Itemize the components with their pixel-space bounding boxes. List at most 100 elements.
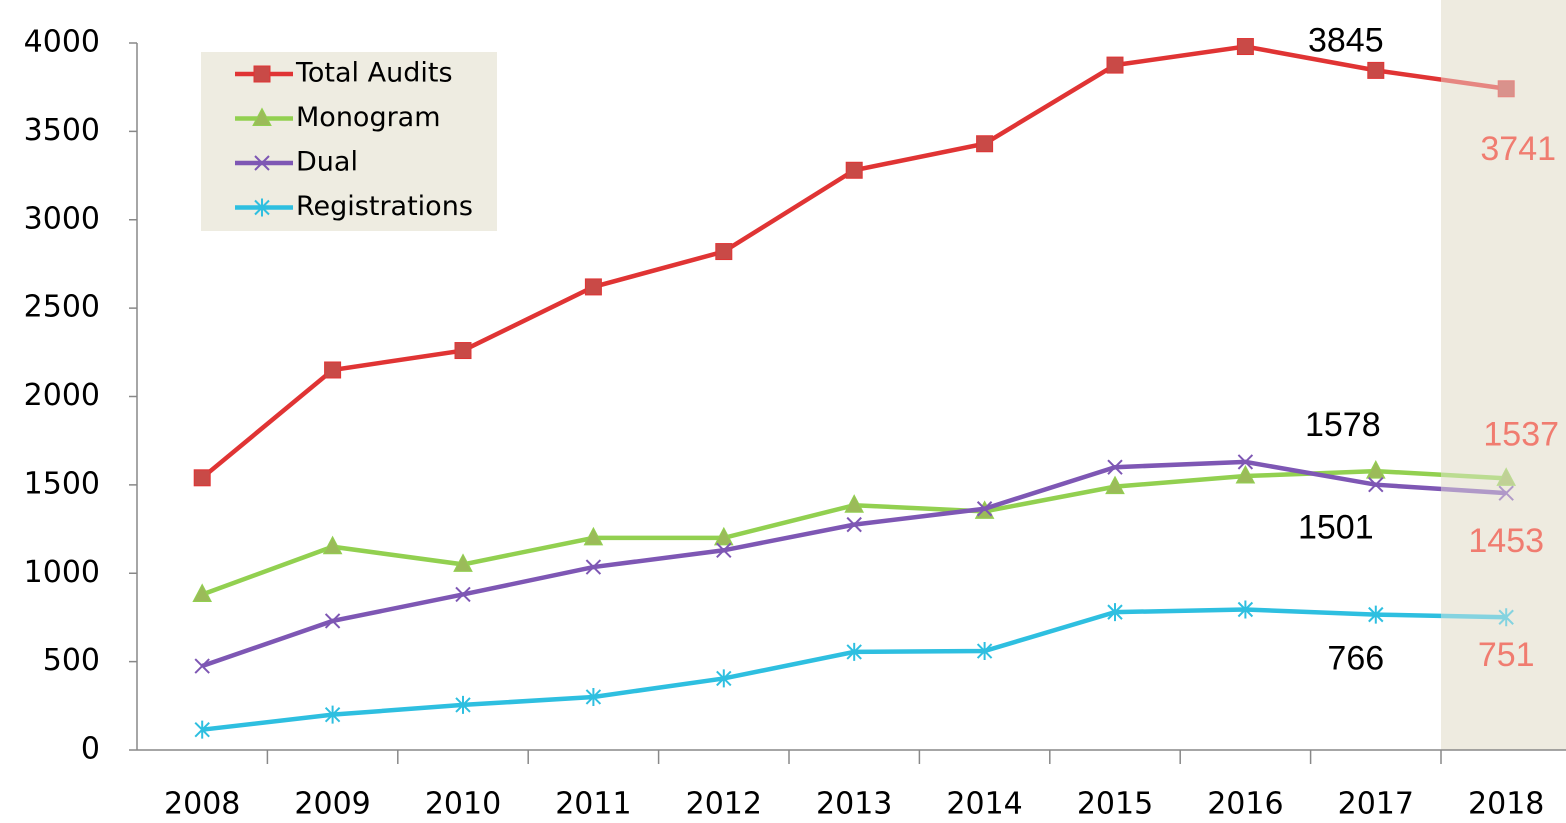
marker-shape (194, 720, 210, 739)
x-tick-label: 2016 (1207, 787, 1283, 822)
y-tick-label: 4000 (24, 25, 100, 60)
marker (1498, 608, 1514, 627)
marker-shape (716, 542, 732, 558)
marker (322, 535, 343, 555)
y-tick-label: 500 (43, 643, 100, 678)
marker (976, 501, 993, 517)
marker (1368, 476, 1384, 493)
shaded-region (1441, 0, 1566, 750)
marker-shape (584, 278, 602, 296)
marker (844, 494, 865, 513)
y-tick-label: 2000 (24, 378, 100, 413)
marker-shape (1235, 464, 1256, 484)
marker (194, 658, 210, 674)
legend-label: Total Audits (295, 58, 453, 89)
data-label: 1537 (1483, 415, 1559, 453)
legend-label: Dual (296, 147, 358, 178)
marker (454, 342, 472, 360)
marker-shape (194, 658, 210, 674)
marker-shape (1497, 80, 1515, 98)
marker (254, 155, 270, 171)
marker-shape (846, 516, 862, 533)
marker (713, 526, 734, 546)
marker (1235, 464, 1256, 484)
data-label: 1501 (1298, 509, 1374, 547)
x-tick-label: 2008 (164, 787, 240, 822)
marker-shape (324, 613, 341, 629)
marker-shape (453, 553, 473, 572)
data-label: 1453 (1468, 522, 1544, 560)
marker (324, 613, 341, 629)
marker-shape (1498, 485, 1514, 501)
marker-shape (1236, 38, 1254, 56)
shade-overlay (1441, 0, 1566, 749)
marker (1498, 485, 1514, 501)
x-tick-label: 2009 (294, 787, 370, 822)
data-label: 3741 (1480, 130, 1556, 168)
x-tick-label: 2013 (816, 787, 892, 822)
series-line (201, 607, 1507, 732)
legend-box (201, 52, 497, 231)
marker-shape (1368, 605, 1384, 624)
marker (585, 559, 602, 575)
marker-shape (254, 155, 270, 171)
y-tick-label: 3000 (24, 201, 100, 236)
legend-label: Registrations (296, 191, 473, 222)
marker-shape (713, 526, 734, 546)
data-label: 766 (1327, 640, 1384, 678)
data-label: 1578 (1305, 406, 1381, 444)
marker (716, 669, 732, 688)
data-label: 3845 (1308, 21, 1384, 59)
marker (252, 107, 272, 126)
data-label: 751 (1478, 636, 1535, 674)
x-tick-label: 2018 (1468, 787, 1544, 822)
series-line (201, 459, 1507, 669)
marker (453, 553, 473, 572)
x-tick-label: 2014 (946, 787, 1022, 822)
marker (583, 526, 604, 546)
x-tick-label: 2011 (555, 787, 631, 822)
marker-shape (585, 559, 602, 575)
y-tick-label: 3500 (24, 113, 100, 148)
marker (1107, 459, 1123, 475)
marker-shape (192, 583, 213, 602)
marker-shape (976, 135, 994, 153)
marker-shape (585, 687, 602, 706)
marker-shape (846, 642, 862, 661)
marker (254, 198, 270, 217)
marker (976, 642, 993, 661)
marker (584, 278, 602, 296)
marker (846, 516, 862, 533)
marker-shape (454, 342, 472, 360)
marker-shape (324, 705, 341, 724)
marker-shape (252, 107, 272, 126)
y-tick-label: 1000 (24, 555, 100, 590)
marker-shape (976, 642, 993, 661)
marker (324, 705, 341, 724)
marker (1236, 38, 1254, 56)
marker-shape (455, 695, 471, 714)
marker (455, 695, 471, 714)
marker (976, 135, 994, 153)
marker (1497, 80, 1515, 98)
marker (1105, 475, 1125, 495)
x-tick-label: 2017 (1338, 787, 1414, 822)
marker-shape (976, 501, 993, 517)
marker (1106, 56, 1124, 74)
marker (1107, 603, 1123, 622)
marker-shape (455, 586, 471, 603)
marker-shape (1237, 600, 1254, 619)
marker (1237, 600, 1254, 619)
marker-shape (254, 198, 270, 217)
marker-shape (1107, 603, 1123, 622)
marker-shape (1107, 459, 1123, 475)
marker (846, 642, 862, 661)
marker (193, 469, 211, 487)
marker-shape (715, 243, 733, 261)
marker-shape (1105, 475, 1125, 495)
marker-shape (1106, 56, 1124, 74)
marker-shape (716, 669, 732, 688)
marker-shape (1496, 467, 1517, 486)
marker (194, 720, 210, 739)
